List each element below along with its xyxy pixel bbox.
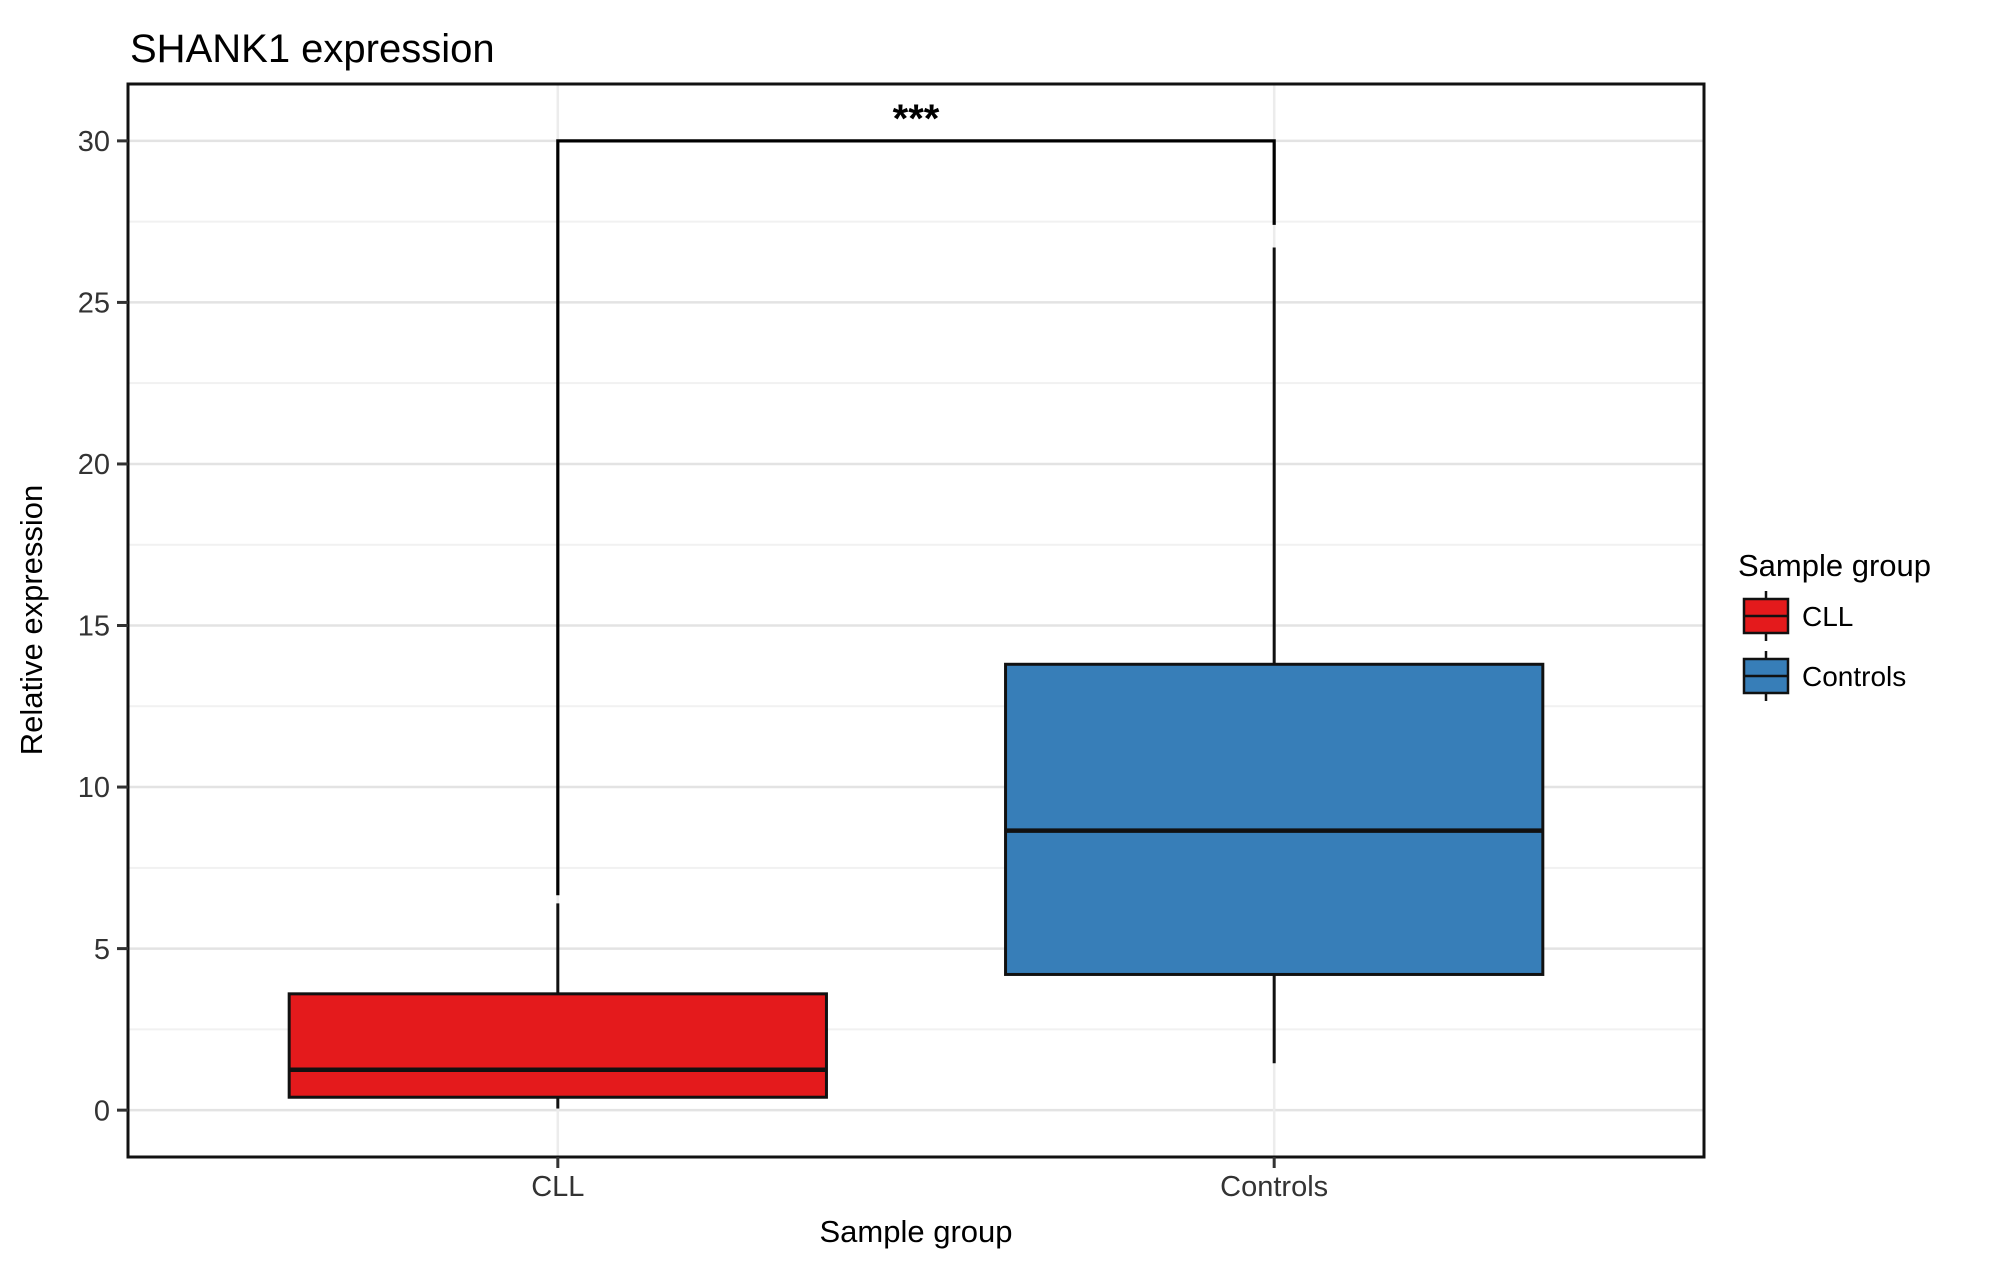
y-axis-tick-label: 20 [78, 449, 110, 481]
y-axis-tick-label: 10 [78, 772, 110, 804]
panel-border [126, 82, 1706, 1159]
legend-label: CLL [1802, 601, 1853, 632]
legend: Sample group CLL Controls [1738, 548, 1931, 701]
y-axis-title: Relative expression [14, 485, 49, 756]
box-rect [1004, 662, 1545, 976]
significance-layer [556, 139, 1276, 896]
boxplot-cll [287, 903, 828, 1109]
y-axis-tick-label: 15 [78, 611, 110, 643]
legend-key-controls: Controls [1742, 651, 1906, 701]
boxplot-controls [1004, 247, 1545, 1064]
legend-label: Controls [1802, 661, 1906, 692]
boxplots-layer [287, 247, 1545, 1109]
legend-keys: CLL Controls [1742, 591, 1906, 701]
y-axis-tick-label: 0 [94, 1095, 110, 1127]
axes-layer: 0 5 10 15 20 25 30 CLL Controls [78, 126, 1328, 1203]
x-axis-tick-label: CLL [531, 1171, 584, 1203]
legend-title: Sample group [1738, 548, 1931, 583]
x-axis-title: Sample group [819, 1214, 1012, 1249]
legend-key-cll: CLL [1742, 591, 1853, 641]
y-axis-tick-label: 5 [94, 934, 110, 966]
plot-panel [128, 84, 1704, 1157]
x-axis-tick-label: Controls [1220, 1171, 1328, 1203]
significance-label: *** [893, 97, 940, 141]
plot-title: SHANK1 expression [130, 27, 495, 71]
y-axis-tick-label: 25 [78, 288, 110, 320]
box-rect [287, 992, 828, 1099]
y-axis-tick-label: 30 [78, 126, 110, 158]
significance-bracket [556, 139, 1276, 896]
